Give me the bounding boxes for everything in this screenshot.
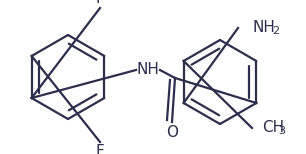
Text: NH: NH <box>252 20 275 36</box>
Text: F: F <box>95 144 104 154</box>
Text: O: O <box>166 125 178 140</box>
Text: NH: NH <box>136 63 159 77</box>
Text: 3: 3 <box>278 126 285 136</box>
Text: CH: CH <box>262 120 284 136</box>
Text: F: F <box>95 0 104 6</box>
Text: 2: 2 <box>272 26 279 36</box>
